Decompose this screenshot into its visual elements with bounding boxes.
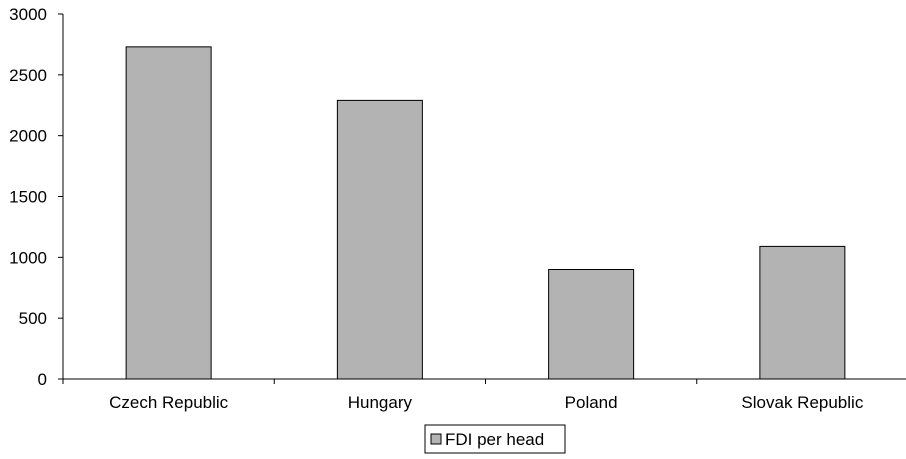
y-tick-label: 1000 [9,248,47,267]
y-tick-label: 1500 [9,188,47,207]
y-tick-label: 2000 [9,127,47,146]
x-tick-label: Czech Republic [109,393,229,412]
y-axis: 0 500 1000 1500 2000 2500 3000 [9,5,64,389]
y-tick-label: 0 [38,370,47,389]
bar [759,245,846,380]
y-tick-label: 500 [19,309,47,328]
bar [336,99,423,380]
y-tick-label: 2500 [9,66,47,85]
legend-swatch [430,433,442,445]
x-tick-label: Slovak Republic [741,393,863,412]
x-tick-label: Poland [565,393,618,412]
bar [125,46,212,380]
bar [548,269,635,380]
y-tick-label: 3000 [9,5,47,24]
x-axis: Czech Republic Hungary Poland Slovak Republ… [62,378,906,412]
legend: FDI per head [424,424,566,454]
bars [125,46,846,380]
legend-box [424,424,566,454]
x-tick-label: Hungary [348,393,413,412]
legend-label: FDI per head [445,430,544,449]
